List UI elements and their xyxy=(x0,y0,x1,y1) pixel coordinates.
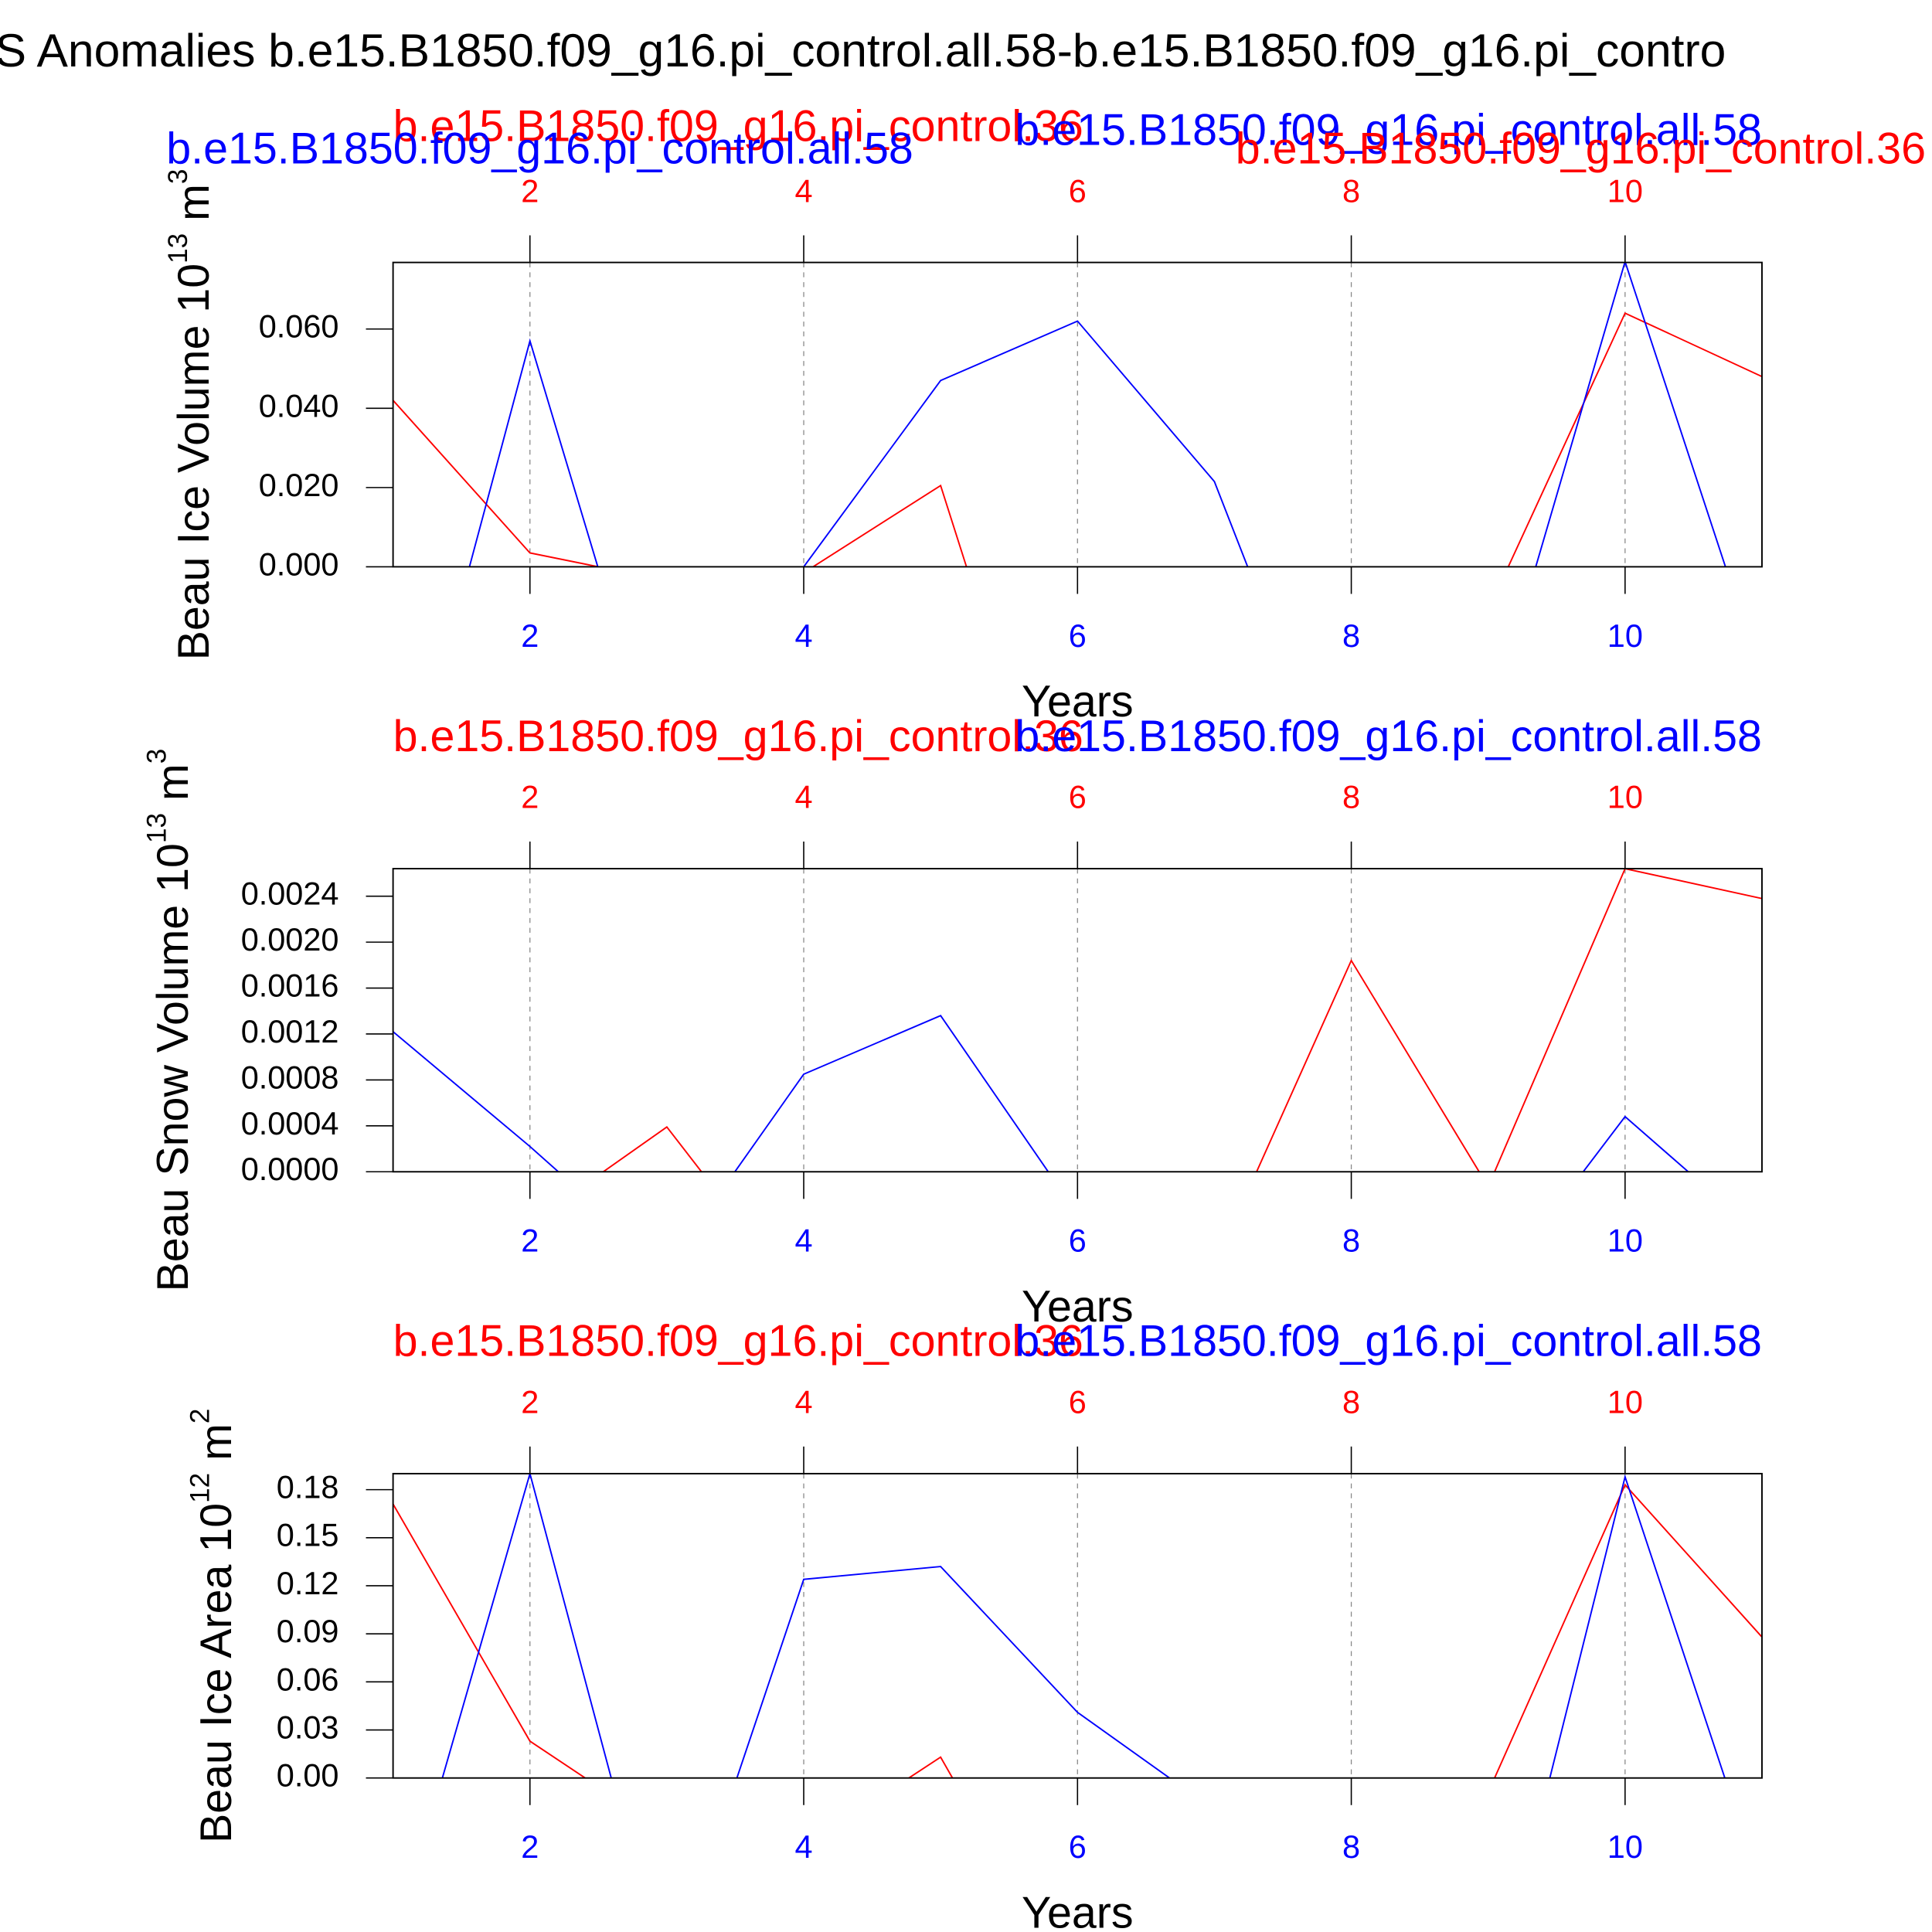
x-tick-label-top: 2 xyxy=(521,779,539,815)
y-axis-label: Beau Ice Area 1012 m2 xyxy=(185,1409,241,1843)
x-axis-label: Years xyxy=(1022,677,1134,726)
y-tick-label: 0.09 xyxy=(277,1613,339,1649)
panel: 2 2 4 4 6 6 8 8 10 10 0.0000 0.0004 0.0008 0.0012 0.00… xyxy=(142,712,1763,1332)
plot-frame xyxy=(392,868,1763,1173)
y-tick-label: 0.0004 xyxy=(241,1105,339,1141)
x-tick-label-top: 8 xyxy=(1342,779,1360,815)
x-tick-label: 6 xyxy=(1069,1828,1087,1865)
x-tick-label-top: 2 xyxy=(521,172,539,209)
y-axis-label-sup: 2 xyxy=(185,1409,216,1424)
y-tick-label: 0.06 xyxy=(277,1661,339,1697)
legend-label: b.e15.B1850.f09_g16.pi_control.all.58 xyxy=(1015,105,1762,155)
x-tick-label-top: 10 xyxy=(1607,779,1643,815)
y-tick-label: 0.0016 xyxy=(241,968,339,1004)
y-tick-label: 0.000 xyxy=(259,546,339,582)
x-tick-label: 2 xyxy=(521,1828,539,1865)
y-tick-label: 0.0000 xyxy=(241,1151,339,1187)
x-tick-label-top: 2 xyxy=(521,1384,539,1420)
legend-label: b.e15.B1850.f09_g16.pi_control.36 xyxy=(393,102,1083,151)
x-tick-label-top: 8 xyxy=(1342,1384,1360,1420)
x-tick-label: 10 xyxy=(1607,617,1643,654)
legend-label: b.e15.B1850.f09_g16.pi_control.36 xyxy=(1236,124,1926,173)
x-tick-label: 8 xyxy=(1342,1828,1360,1865)
panel: 2 2 4 4 6 6 8 8 10 10 0.00 0.03 0.06 0.09 0.12 0.15 0.18… xyxy=(185,1317,1763,1932)
x-tick-label-top: 10 xyxy=(1607,1384,1643,1420)
legend-label: b.e15.B1850.f09_g16.pi_control.36 xyxy=(393,712,1083,761)
x-tick-label: 10 xyxy=(1607,1223,1643,1259)
x-tick-label: 8 xyxy=(1342,617,1360,654)
x-tick-label: 6 xyxy=(1069,1223,1087,1259)
legend-label: b.e15.B1850.f09_g16.pi_control.all.58 xyxy=(1015,712,1762,761)
series-line xyxy=(468,262,1726,567)
x-tick-label-top: 10 xyxy=(1607,172,1643,209)
y-axis-label-sup: 3 xyxy=(142,749,172,764)
y-axis-label-sup: 12 xyxy=(185,1473,216,1503)
y-axis-label-text: Beau Snow Volume 10 xyxy=(148,843,198,1292)
y-axis-label-text: m xyxy=(148,764,198,813)
x-tick-label: 2 xyxy=(521,617,539,654)
y-tick-label: 0.0012 xyxy=(241,1013,339,1049)
legend-label: b.e15.B1850.f09_g16.pi_control.36 xyxy=(393,1317,1083,1366)
legend-label: b.e15.B1850.f09_g16.pi_control.all.58 xyxy=(1015,1317,1762,1366)
y-tick-label: 0.12 xyxy=(277,1565,339,1601)
x-axis-label: Years xyxy=(1022,1888,1134,1932)
y-axis-label-text: Beau Ice Volume 10 xyxy=(169,264,219,661)
y-axis-label-sup: 13 xyxy=(142,813,172,843)
y-axis-label-text: m xyxy=(169,184,219,233)
y-tick-label: 0.15 xyxy=(277,1517,339,1553)
x-tick-label-top: 4 xyxy=(794,172,812,209)
legend-label: b.e15.B1850.f09_g16.pi_control.all.58 xyxy=(166,124,913,173)
x-tick-label-top: 4 xyxy=(794,779,812,815)
series-line xyxy=(601,869,1762,1172)
x-tick-label: 4 xyxy=(794,1828,812,1865)
panel: 2 2 4 4 6 6 8 8 10 10 0.000 0.020 0.040 0.060 Years Bea… xyxy=(163,102,1926,727)
y-axis-label-text: Beau Ice Area 10 xyxy=(192,1503,241,1843)
x-tick-label-top: 4 xyxy=(794,1384,812,1420)
y-tick-label: 0.0020 xyxy=(241,921,339,957)
x-tick-label: 6 xyxy=(1069,617,1087,654)
y-axis-label: Beau Snow Volume 1013 m3 xyxy=(142,749,198,1292)
y-axis-label-sup: 13 xyxy=(163,233,193,264)
x-tick-label-top: 8 xyxy=(1342,172,1360,209)
y-tick-label: 0.18 xyxy=(277,1469,339,1505)
y-tick-label: 0.00 xyxy=(277,1757,339,1794)
x-tick-label-top: 6 xyxy=(1069,1384,1087,1420)
x-tick-label-top: 6 xyxy=(1069,172,1087,209)
y-axis-label-text: m xyxy=(192,1423,241,1473)
y-axis-label-sup: 3 xyxy=(163,169,193,185)
y-tick-label: 0.060 xyxy=(259,308,339,345)
series-line xyxy=(393,1483,1762,1778)
x-tick-label: 8 xyxy=(1342,1223,1360,1259)
y-tick-label: 0.020 xyxy=(259,467,339,503)
x-tick-label-top: 6 xyxy=(1069,779,1087,815)
x-tick-label: 10 xyxy=(1607,1828,1643,1865)
plot-frame xyxy=(392,261,1763,568)
series-line xyxy=(393,311,1762,567)
series-line xyxy=(441,1473,1726,1778)
x-tick-label: 4 xyxy=(794,1223,812,1259)
y-axis-label: Beau Ice Volume 1013 m3 xyxy=(163,169,219,661)
x-tick-label: 4 xyxy=(794,617,812,654)
y-tick-label: 0.0008 xyxy=(241,1059,339,1095)
plot-frame xyxy=(392,1472,1763,1779)
y-tick-label: 0.040 xyxy=(259,387,339,423)
y-tick-label: 0.0024 xyxy=(241,876,339,912)
x-axis-label: Years xyxy=(1022,1282,1134,1332)
page-title: S Anomalies b.e15.B1850.f09_g16.pi_contr… xyxy=(0,24,1726,77)
x-tick-label: 2 xyxy=(521,1223,539,1259)
y-tick-label: 0.03 xyxy=(277,1709,339,1745)
